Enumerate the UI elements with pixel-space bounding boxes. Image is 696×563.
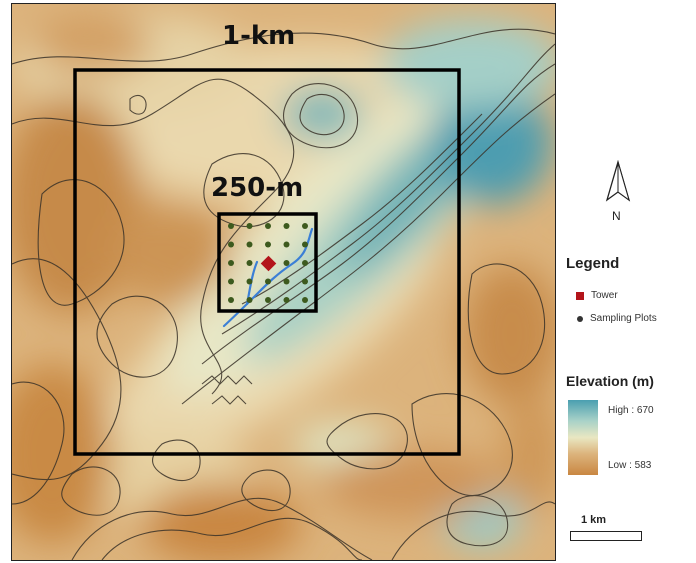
one-km-label: 1-km bbox=[222, 21, 296, 51]
elevation-low-label: Low : 583 bbox=[608, 460, 652, 471]
sampling-plot-dot bbox=[246, 260, 253, 266]
map-canvas bbox=[12, 4, 555, 560]
sampling-plot-dot bbox=[302, 260, 308, 266]
map-sidebar: N Legend Tower Sampling Plots Elevation … bbox=[556, 0, 696, 563]
sampling-plot-dot bbox=[228, 260, 234, 266]
one-km-box bbox=[73, 68, 461, 456]
legend-item-sampling-plots: Sampling Plots bbox=[576, 313, 657, 324]
sampling-plot-dot bbox=[228, 241, 234, 248]
sampling-plot-dot bbox=[265, 241, 271, 248]
sampling-plot-dot bbox=[228, 297, 234, 303]
sampling-plot-dot bbox=[246, 241, 253, 248]
sampling-plot-dot bbox=[302, 278, 308, 285]
sampling-plot-dot bbox=[265, 297, 271, 303]
sampling-plot-dot bbox=[283, 278, 290, 285]
two-fifty-m-label: 250-m bbox=[211, 173, 304, 203]
sampling-plot-dot bbox=[283, 223, 290, 229]
contour-lines bbox=[12, 28, 555, 560]
elevation-map: 1-km 250-m bbox=[11, 3, 556, 561]
scale-bar-label: 1 km bbox=[581, 514, 607, 526]
scale-bar bbox=[570, 531, 642, 541]
sampling-plot-dot bbox=[228, 223, 234, 229]
tower-square-icon bbox=[576, 291, 584, 300]
legend-title: Legend bbox=[566, 255, 620, 272]
sampling-plot-dot bbox=[246, 297, 253, 303]
sampling-plot-dot bbox=[302, 223, 308, 229]
sampling-plot-dot bbox=[283, 241, 290, 248]
sampling-plot-dot bbox=[302, 297, 308, 303]
sampling-plot-dot bbox=[265, 223, 271, 229]
sampling-plot-dot bbox=[246, 278, 253, 285]
sampling-plot-dot bbox=[302, 241, 308, 248]
two-fifty-m-box bbox=[217, 212, 318, 313]
elevation-high-label: High : 670 bbox=[608, 405, 654, 416]
sampling-plot-dot bbox=[283, 297, 290, 303]
sampling-plots-group bbox=[228, 223, 308, 303]
legend-item-tower: Tower bbox=[576, 290, 618, 301]
sampling-plot-dot bbox=[228, 278, 234, 285]
sampling-plot-dot-icon bbox=[577, 315, 583, 322]
sampling-plot-dot bbox=[246, 223, 253, 229]
elevation-color-ramp bbox=[568, 400, 598, 475]
sampling-plot-dot bbox=[283, 260, 290, 266]
sampling-plot-dot bbox=[265, 278, 271, 285]
north-arrow-label: N bbox=[612, 209, 621, 223]
legend-item-label: Sampling Plots bbox=[590, 313, 657, 324]
elevation-title: Elevation (m) bbox=[566, 373, 654, 389]
north-arrow-icon bbox=[603, 159, 633, 210]
legend-item-label: Tower bbox=[591, 290, 618, 301]
